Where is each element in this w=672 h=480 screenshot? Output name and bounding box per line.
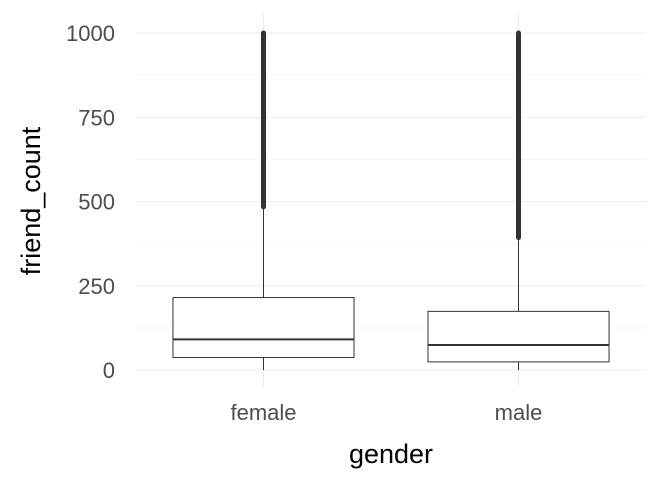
box-iqr [427, 310, 610, 363]
box-group-male [427, 30, 610, 370]
x-tick-labels: female male [230, 400, 542, 425]
y-tick-label: 500 [78, 190, 115, 215]
x-axis-title: gender [349, 439, 433, 469]
x-tick-label: female [230, 400, 296, 425]
boxes-layer [172, 30, 610, 370]
box-iqr [172, 297, 355, 359]
box-group-female [172, 30, 355, 370]
y-tick-label: 0 [103, 358, 115, 383]
y-tick-label: 1000 [66, 21, 115, 46]
y-axis-title: friend_count [16, 126, 46, 275]
x-tick-label: male [495, 400, 543, 425]
y-tick-label: 750 [78, 105, 115, 130]
y-tick-label: 250 [78, 274, 115, 299]
y-tick-labels: 0 250 500 750 1000 [66, 21, 115, 383]
